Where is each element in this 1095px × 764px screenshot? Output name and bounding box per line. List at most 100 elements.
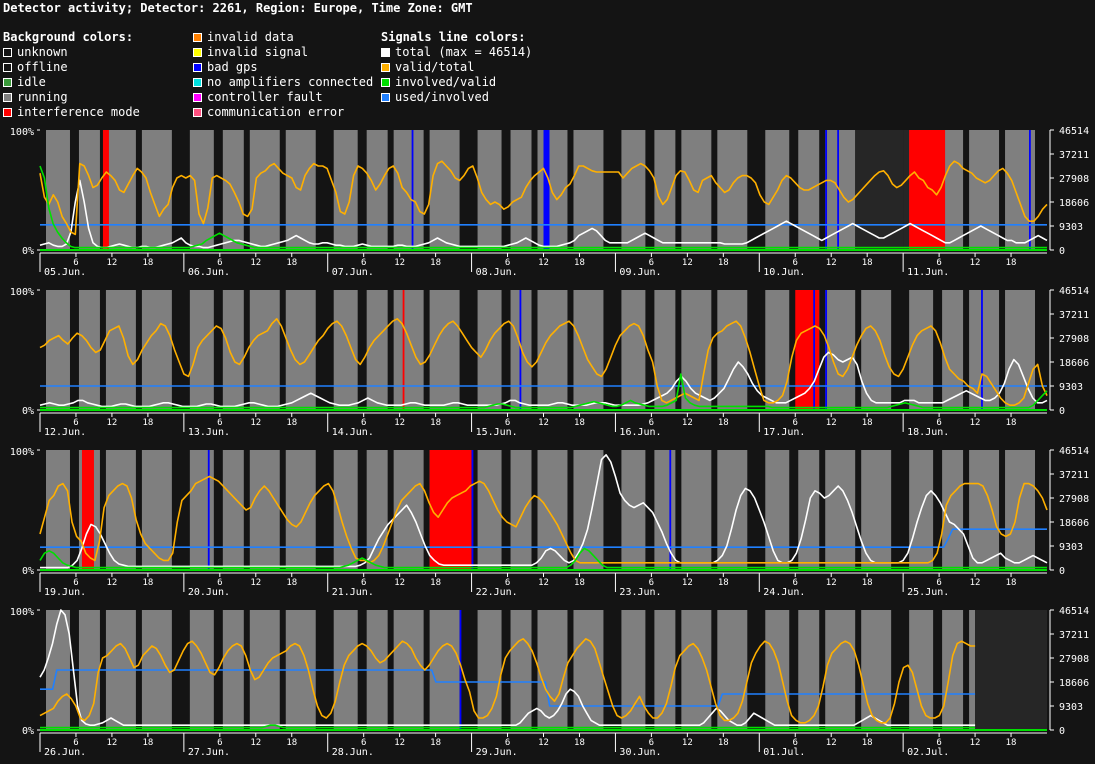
running-background (285, 450, 316, 570)
hour-label: 6 (649, 258, 654, 268)
running-background (510, 450, 532, 570)
bad-gps-background (981, 290, 983, 410)
legend-swatch (193, 48, 202, 57)
bad-gps-background (459, 610, 462, 730)
y-left-tick-label: 0% (22, 726, 34, 737)
hour-label: 18 (142, 418, 153, 428)
hour-label: 6 (793, 258, 798, 268)
running-background (222, 290, 244, 410)
bad-gps-background (207, 450, 210, 570)
y-right-tick-label: 27908 (1059, 494, 1089, 505)
hour-label: 18 (142, 738, 153, 748)
hour-label: 18 (430, 418, 441, 428)
day-label: 18.Jun. (907, 427, 949, 438)
series-valid-total (39, 637, 976, 724)
running-background (573, 290, 604, 410)
day-label: 05.Jun. (44, 267, 86, 278)
legend-swatch (3, 78, 12, 87)
day-label: 10.Jun. (763, 267, 805, 278)
day-label: 19.Jun. (44, 587, 86, 598)
running-background (333, 290, 358, 410)
running-background (969, 130, 1000, 250)
legend-item-interference-mode: interference mode (3, 105, 140, 119)
y-left-tick-label: 0% (22, 406, 34, 417)
running-background (798, 450, 820, 570)
hour-label: 6 (73, 418, 78, 428)
legend-item-bad-gps: bad gps (193, 60, 258, 74)
legend-item-involved-valid: involved/valid (381, 75, 496, 89)
y-right-tick-label: 9303 (1059, 542, 1083, 553)
day-label: 15.Jun. (476, 427, 518, 438)
legend-item-total: total (max = 46514) (381, 45, 532, 59)
hour-label: 6 (505, 578, 510, 588)
legend-item-used-involved: used/involved (381, 90, 489, 104)
hour-label: 6 (73, 258, 78, 268)
hour-label: 18 (1006, 578, 1017, 588)
hour-label: 6 (361, 738, 366, 748)
legend-item-unknown: unknown (3, 45, 68, 59)
hour-label: 12 (970, 418, 981, 428)
hour-label: 12 (970, 258, 981, 268)
hour-label: 18 (430, 578, 441, 588)
offline-background (903, 130, 910, 250)
legend-swatch (381, 63, 390, 72)
running-background (189, 290, 214, 410)
hour-label: 12 (826, 738, 837, 748)
hour-label: 12 (538, 578, 549, 588)
running-background (477, 290, 502, 410)
y-right-tick-label: 0 (1059, 726, 1065, 737)
hour-label: 18 (286, 258, 297, 268)
running-background (366, 290, 388, 410)
series-involved-valid (39, 165, 1047, 249)
y-right-tick-label: 18606 (1059, 198, 1089, 209)
running-background (969, 450, 1000, 570)
y-right-tick-label: 27908 (1059, 174, 1089, 185)
y-right-tick-label: 46514 (1059, 126, 1089, 137)
hour-label: 6 (936, 578, 941, 588)
bad-gps-background (813, 290, 816, 410)
y-left-tick-label: 100% (10, 127, 34, 138)
y-right-tick-label: 46514 (1059, 286, 1089, 297)
hour-label: 12 (538, 258, 549, 268)
y-right-tick-label: 37211 (1059, 310, 1089, 321)
hour-label: 12 (538, 738, 549, 748)
day-label: 08.Jun. (476, 267, 518, 278)
running-background (393, 450, 424, 570)
running-background (393, 290, 424, 410)
day-label: 09.Jun. (619, 267, 661, 278)
running-background (105, 450, 136, 570)
y-right-tick-label: 9303 (1059, 222, 1083, 233)
day-label: 02.Jul. (907, 747, 949, 758)
day-label: 07.Jun. (332, 267, 374, 278)
legend-item-controller-fault: controller fault (193, 90, 323, 104)
running-background (654, 450, 676, 570)
running-background (909, 290, 934, 410)
running-background (654, 290, 676, 410)
legend-item-running: running (3, 90, 68, 104)
legend-item-invalid-data: invalid data (193, 30, 294, 44)
running-background (477, 130, 502, 250)
interference-background (102, 130, 109, 250)
y-left-tick-label: 100% (10, 447, 34, 458)
y-right-tick-label: 37211 (1059, 150, 1089, 161)
running-background (765, 450, 790, 570)
running-background (681, 290, 712, 410)
hour-label: 18 (1006, 418, 1017, 428)
running-background (537, 610, 568, 730)
interference-background (81, 450, 94, 570)
hour-label: 12 (250, 258, 261, 268)
running-background (537, 450, 568, 570)
running-background (510, 610, 532, 730)
bad-gps-background (837, 130, 840, 250)
legend-swatch (193, 63, 202, 72)
hour-label: 6 (505, 258, 510, 268)
running-background (45, 450, 70, 570)
y-left-tick-label: 100% (10, 287, 34, 298)
day-label: 29.Jun. (476, 747, 518, 758)
series-valid-total (39, 475, 1048, 564)
running-background (765, 610, 790, 730)
running-background (717, 450, 748, 570)
